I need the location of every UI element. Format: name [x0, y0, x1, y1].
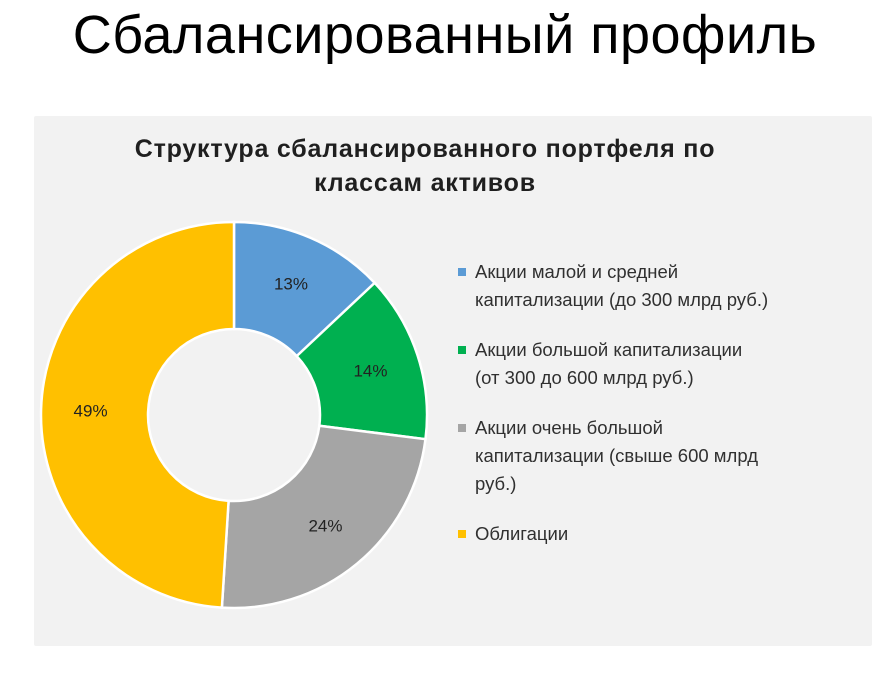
donut-slices [39, 220, 429, 610]
chart-legend: Акции малой и средней капитализации (до … [458, 258, 858, 548]
legend-line: капитализации (свыше 600 млрд [475, 445, 758, 466]
legend-text: Акции большой капитализации (от 300 до 6… [475, 336, 858, 392]
label-very-large-cap: 24% [308, 517, 342, 536]
chart-title-line-2: классам активов [314, 169, 536, 197]
donut-labels: 13% 14% 24% 49% [74, 274, 388, 535]
legend-swatch-very-large-cap [458, 424, 466, 432]
chart-title-line-1: Структура сбалансированного портфеля по [134, 135, 716, 163]
legend-line: руб.) [475, 473, 517, 494]
slice-very-large-cap [220, 424, 427, 610]
label-small-mid-cap: 13% [274, 274, 308, 293]
slide-title: Сбалансированный профиль [72, 5, 818, 65]
legend-item-large-cap: Акции большой капитализации (от 300 до 6… [458, 336, 858, 392]
legend-item-small-mid-cap: Акции малой и средней капитализации (до … [458, 258, 858, 314]
legend-item-bonds: Облигации [458, 520, 858, 548]
legend-line: Акции малой и средней [475, 261, 679, 282]
slice-large-cap [294, 281, 429, 441]
legend-item-very-large-cap: Акции очень большой капитализации (свыше… [458, 414, 858, 498]
legend-line: (от 300 до 600 млрд руб.) [475, 367, 694, 388]
slice-bonds [39, 220, 236, 609]
label-bonds: 49% [74, 401, 108, 420]
legend-swatch-large-cap [458, 346, 466, 354]
legend-text: Акции очень большой капитализации (свыше… [475, 414, 858, 498]
legend-text: Акции малой и средней капитализации (до … [475, 258, 858, 314]
legend-line: Облигации [475, 523, 569, 544]
legend-line: Акции большой капитализации [475, 339, 743, 360]
legend-swatch-small-mid-cap [458, 268, 466, 276]
chart-title: Структура сбалансированного портфеля по … [40, 132, 810, 200]
legend-text: Облигации [475, 520, 858, 548]
legend-line: Акции очень большой [475, 417, 664, 438]
legend-swatch-bonds [458, 530, 466, 538]
label-large-cap: 14% [353, 362, 387, 381]
legend-line: капитализации (до 300 млрд руб.) [475, 289, 769, 310]
